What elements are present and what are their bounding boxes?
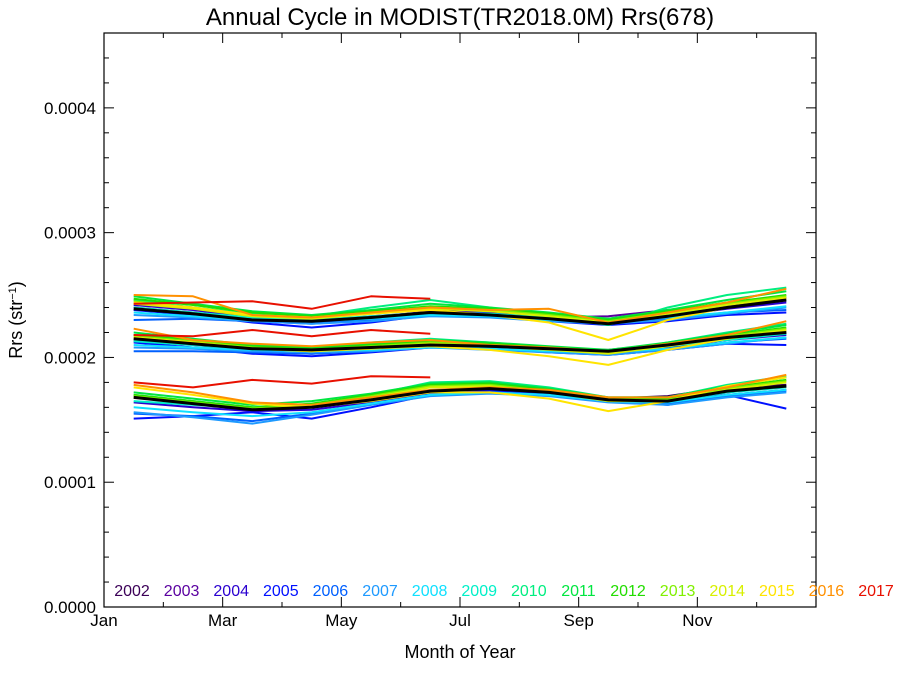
- legend-year-2003: 2003: [164, 583, 200, 600]
- y-tick-label: 0.0003: [44, 224, 96, 243]
- legend-year-2013: 2013: [660, 583, 696, 600]
- legend-year-2005: 2005: [263, 583, 299, 600]
- x-tick-label: Jan: [90, 611, 117, 630]
- series-line-2014-upper: [133, 296, 787, 324]
- mean-line-upper: [133, 298, 787, 326]
- mean-line-middle: [133, 331, 787, 353]
- series-line-2011-upper: [133, 290, 787, 320]
- x-tick-label: Nov: [682, 611, 713, 630]
- legend-year-2007: 2007: [362, 583, 398, 600]
- legend-year-2011: 2011: [561, 583, 596, 600]
- legend-year-2004: 2004: [213, 583, 249, 600]
- y-tick-label: 0.0000: [44, 598, 96, 617]
- series-line-2017-middle: [133, 329, 431, 338]
- y-tick-label: 0.0002: [44, 348, 96, 367]
- legend-year-2002: 2002: [114, 583, 150, 600]
- series-line-2016-upper: [133, 287, 787, 324]
- x-tick-label: Jul: [449, 611, 471, 630]
- series-line-2007-lower: [133, 391, 787, 425]
- y-tick-label: 0.0001: [44, 473, 96, 492]
- x-tick-label: Sep: [564, 611, 594, 630]
- legend-year-2012: 2012: [610, 583, 646, 600]
- x-tick-label: May: [325, 611, 358, 630]
- legend-year-2008: 2008: [412, 583, 448, 600]
- series-line-2007-upper: [133, 306, 787, 325]
- x-tick-label: Mar: [208, 611, 238, 630]
- series-line-2008-lower: [133, 388, 787, 418]
- series-line-2017-upper: [133, 295, 431, 310]
- legend-year-2016: 2016: [809, 583, 845, 600]
- chart-title: Annual Cycle in MODIST(TR2018.0M) Rrs(67…: [206, 4, 714, 31]
- legend-year-2010: 2010: [511, 583, 547, 600]
- legend-year-2017: 2017: [858, 583, 894, 600]
- x-axis-label: Month of Year: [404, 642, 515, 662]
- mean-line-lower: [133, 384, 787, 412]
- legend-year-2015: 2015: [759, 583, 795, 600]
- y-tick-label: 0.0004: [44, 99, 96, 118]
- series-line-2017-lower: [133, 375, 431, 389]
- legend-year-2009: 2009: [461, 583, 497, 600]
- legend-year-2014: 2014: [709, 583, 745, 600]
- year-legend: 2002 2003 2004 2005 2006 2007 2008 2009 2010 2011…: [114, 583, 894, 600]
- legend-year-2006: 2006: [313, 583, 349, 600]
- y-axis-label: Rrs (str−1): [6, 281, 26, 359]
